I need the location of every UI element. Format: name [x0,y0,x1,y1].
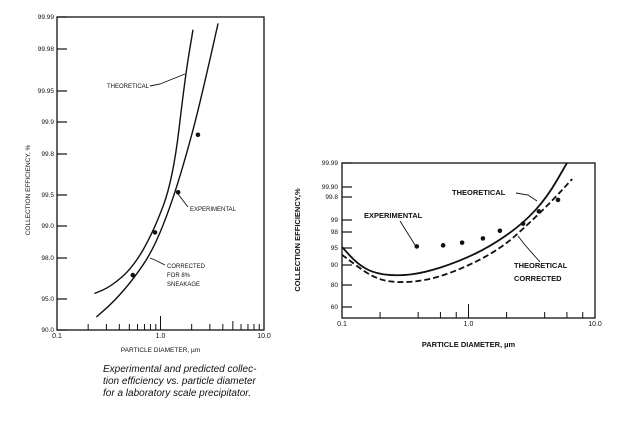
x-axis-title: PARTICLE DIAMETER, µm [121,347,200,354]
plot-frame [56,16,265,331]
annotation-label: THEORETICAL [107,84,150,90]
annotation-label: EXPERIMENTAL [190,207,237,213]
x-tick-label: 0.1 [337,321,347,328]
annotation-leader [149,257,166,266]
experimental-point [555,197,561,203]
y-tick-label: 99.5 [41,192,54,199]
experimental-point [152,230,158,235]
plot-frame [341,162,596,319]
y-axis-title: COLLECTION EFFICIENCY, % [25,145,32,236]
series-line-theoretical-corrected [341,178,573,283]
series-line-theoretical [341,162,568,277]
caption-line: tion efficiency vs. particle diameter [103,376,256,387]
y-tick-label: 95 [331,245,339,252]
annotation-leader [177,193,189,208]
experimental-point [480,236,486,241]
annotation-leader [515,192,538,202]
y-tick-label: 99.8 [325,194,338,201]
annotation-label: THEORETICAL [452,188,506,197]
x-tick-label: 0.1 [52,333,62,340]
y-tick-label: 99.90 [322,184,339,191]
series-line-theoretical [94,29,194,295]
x-tick-label: 1.0 [156,333,166,340]
experimental-point [520,221,526,226]
experimental-point [130,272,136,278]
annotation-label: EXPERIMENTAL [364,211,423,220]
experimental-point [497,228,503,234]
y-tick-label: 99.0 [41,223,54,230]
y-tick-label: 99.99 [38,14,55,21]
annotation-leader [399,220,416,246]
y-axis-title: COLLECTION EFFICIENCY,% [293,188,302,292]
annotation-label: CORRECTED [514,274,562,283]
y-tick-label: 99.9 [41,119,54,126]
y-tick-label: 99.98 [38,46,55,53]
experimental-point [459,240,465,245]
experimental-point [440,243,446,248]
y-tick-label: 98 [331,229,339,236]
y-tick-label: 90 [331,262,339,269]
figure-caption: Experimental and predicted collec- tion … [103,364,303,400]
y-tick-label: 99 [331,217,339,224]
annotation-label: THEORETICAL [514,261,568,270]
experimental-point [536,209,542,214]
series-line-corrected-for-8-sneakage [95,23,219,318]
y-tick-label: 60 [331,304,339,311]
annotation-label: SNEAKAGE [167,282,200,288]
y-tick-label: 99.99 [322,160,339,167]
y-tick-label: 80 [331,282,339,289]
caption-line: for a laboratory scale precipitator. [103,388,252,399]
caption-line: Experimental and predicted collec- [103,364,257,375]
annotation-label: CORRECTED [167,264,206,270]
x-tick-label: 10.0 [257,333,271,340]
x-axis-title: PARTICLE DIAMETER, µm [422,340,516,349]
annotation-leader [517,235,541,263]
experimental-point [414,244,420,249]
y-tick-label: 99.95 [38,88,55,95]
experimental-point [175,189,181,195]
y-tick-label: 90.0 [41,327,54,334]
annotation-label: FOR 8% [167,273,191,279]
y-tick-label: 99.8 [41,151,54,158]
x-tick-label: 10.0 [588,321,602,328]
annotation-leader [149,73,186,87]
x-tick-label: 1.0 [464,321,474,328]
experimental-point [195,132,201,138]
y-tick-label: 98.0 [41,255,54,262]
y-tick-label: 95.0 [41,296,54,303]
